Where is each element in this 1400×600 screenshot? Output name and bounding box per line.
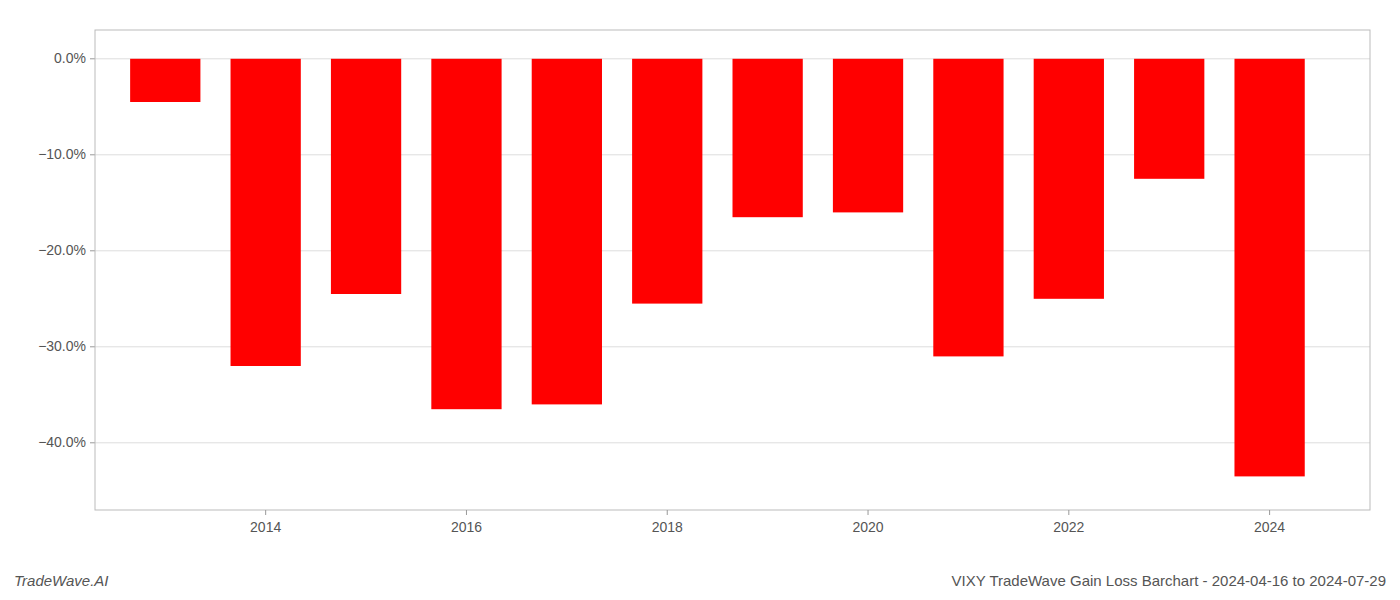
x-tick bbox=[868, 510, 869, 515]
x-tick bbox=[466, 510, 467, 515]
grid-line bbox=[95, 442, 1370, 443]
bar bbox=[733, 59, 803, 217]
x-tick-labels: 2014 2016 2018 2020 2022 2024 bbox=[250, 510, 1285, 535]
watermark: TradeWave.AI bbox=[14, 572, 108, 589]
x-tick bbox=[265, 510, 266, 515]
bars bbox=[130, 59, 1305, 477]
y-tick-label: 0.0% bbox=[54, 50, 86, 66]
x-tick-label: 2014 bbox=[250, 519, 281, 535]
y-tick-label: −40.0% bbox=[38, 434, 86, 450]
y-tick-labels: 0.0% −10.0% −20.0% −30.0% −40.0% bbox=[38, 50, 95, 450]
x-tick bbox=[667, 510, 668, 515]
x-tick-label: 2016 bbox=[451, 519, 482, 535]
x-tick-label: 2018 bbox=[652, 519, 683, 535]
plot-frame bbox=[95, 30, 1370, 510]
bar bbox=[632, 59, 702, 304]
x-tick-label: 2022 bbox=[1053, 519, 1084, 535]
bar bbox=[532, 59, 602, 405]
bar bbox=[331, 59, 401, 294]
x-tick bbox=[1068, 510, 1069, 515]
x-tick-label: 2020 bbox=[852, 519, 883, 535]
bar bbox=[933, 59, 1003, 357]
bar bbox=[130, 59, 200, 102]
y-tick-label: −20.0% bbox=[38, 242, 86, 258]
chart: 0.0% −10.0% −20.0% −30.0% −40.0% 2014 2016 2018… bbox=[0, 0, 1400, 600]
y-tick-label: −30.0% bbox=[38, 338, 86, 354]
title: VIXY TradeWave Gain Loss Barchart - 2024… bbox=[952, 572, 1386, 589]
bar bbox=[1034, 59, 1104, 299]
y-tick bbox=[90, 442, 95, 443]
x-tick-label: 2024 bbox=[1254, 519, 1285, 535]
bar bbox=[1234, 59, 1304, 477]
y-tick bbox=[90, 346, 95, 347]
y-tick bbox=[90, 58, 95, 59]
bar bbox=[833, 59, 903, 213]
y-tick-label: −10.0% bbox=[38, 146, 86, 162]
bar bbox=[431, 59, 501, 409]
y-tick bbox=[90, 154, 95, 155]
bar bbox=[1134, 59, 1204, 179]
y-tick bbox=[90, 250, 95, 251]
bar bbox=[231, 59, 301, 366]
x-tick bbox=[1269, 510, 1270, 515]
y-grid bbox=[95, 59, 1370, 443]
